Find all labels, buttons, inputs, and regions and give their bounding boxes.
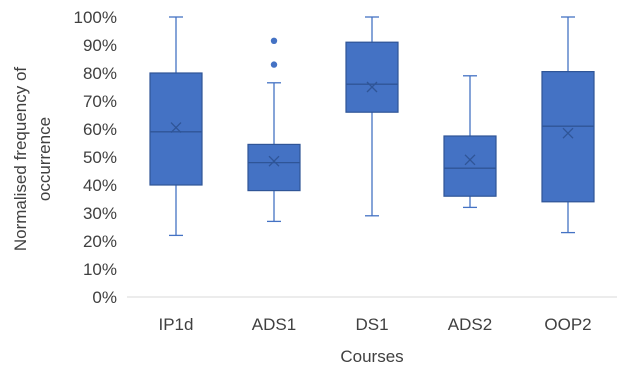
- box-iqr: [247, 143, 301, 192]
- y-axis-title-line: occurrence: [35, 117, 54, 201]
- box-iqr: [443, 135, 497, 197]
- y-tick-label: 50%: [83, 148, 117, 167]
- y-tick-label: 90%: [83, 36, 117, 55]
- mean-marker: [464, 154, 476, 166]
- y-axis-title: Normalised frequency of occurrence: [11, 67, 54, 252]
- y-tick-label: 10%: [83, 260, 117, 279]
- mean-marker: [562, 127, 574, 139]
- box-series: [149, 16, 595, 237]
- y-axis-tick-labels: 0% 10% 20% 30% 40% 50% 60% 70% 80% 90% 100%: [74, 8, 117, 307]
- box-iqr: [149, 72, 203, 186]
- y-tick-label: 100%: [74, 8, 117, 27]
- mean-marker: [268, 155, 280, 167]
- y-tick-label: 0%: [92, 288, 117, 307]
- x-tick-label: OOP2: [544, 315, 591, 334]
- box-group: [345, 16, 399, 217]
- x-axis-tick-labels: IP1d ADS1 DS1 ADS2 OOP2: [159, 315, 592, 334]
- x-tick-label: DS1: [355, 315, 388, 334]
- y-tick-label: 80%: [83, 64, 117, 83]
- y-tick-label: 30%: [83, 204, 117, 223]
- y-tick-label: 60%: [83, 120, 117, 139]
- box-iqr: [345, 41, 399, 113]
- x-axis-title: Courses: [340, 347, 403, 366]
- box-group: [149, 16, 203, 237]
- y-tick-label: 40%: [83, 176, 117, 195]
- x-tick-label: ADS1: [252, 315, 296, 334]
- y-tick-label: 20%: [83, 232, 117, 251]
- y-axis-title-line: Normalised frequency of: [11, 67, 30, 252]
- y-tick-label: 70%: [83, 92, 117, 111]
- x-tick-label: ADS2: [448, 315, 492, 334]
- mean-marker: [366, 81, 378, 93]
- box-iqr: [541, 70, 595, 203]
- box-group: [541, 16, 595, 234]
- box-group: [443, 75, 497, 209]
- mean-marker: [170, 122, 182, 134]
- box-group: [247, 37, 301, 223]
- outlier-point: [270, 61, 278, 68]
- outlier-point: [270, 37, 278, 44]
- x-tick-label: IP1d: [159, 315, 194, 334]
